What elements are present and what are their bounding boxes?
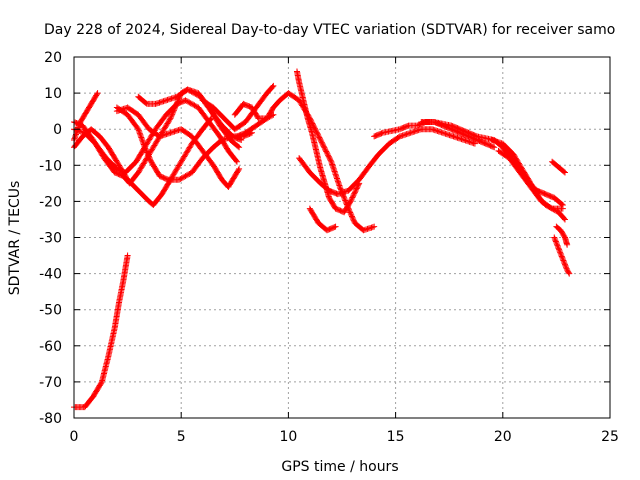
x-tick-label: 10: [279, 429, 297, 445]
series-marks: [233, 111, 277, 140]
y-tick-label: 20: [44, 50, 62, 66]
series-marks: [551, 234, 573, 277]
series-marks: [306, 205, 339, 234]
data-points: [71, 68, 573, 411]
x-tick-label: 15: [387, 429, 405, 445]
x-tick-label: 25: [601, 429, 619, 445]
series-arc-21: [553, 223, 571, 248]
series-marks: [495, 147, 566, 212]
series-marks: [549, 158, 568, 176]
x-axis-label: GPS time / hours: [281, 459, 398, 475]
chart-title: Day 228 of 2024, Sidereal Day-to-day VTE…: [44, 22, 615, 38]
series-marks: [553, 223, 571, 248]
x-tick-label: 0: [70, 429, 79, 445]
y-tick-label: -30: [39, 231, 62, 247]
series-arc-06: [113, 104, 245, 183]
y-tick-label: -80: [39, 411, 62, 427]
y-tick-label: -40: [39, 267, 62, 283]
y-tick-label: 0: [53, 122, 62, 138]
y-tick-label: 10: [44, 86, 62, 102]
series-arc-18: [495, 147, 566, 212]
axis-ticks: 0 5 10 15 20 25 -80 -70 -60 -50 -40 -30 -20 -10 0 10 20: [39, 50, 619, 445]
series-marks: [113, 104, 245, 183]
series-arc-13: [296, 126, 478, 198]
series-arc-11: [233, 111, 277, 140]
y-tick-label: -10: [39, 158, 62, 174]
x-tick-label: 5: [177, 429, 186, 445]
series-arc-19: [551, 234, 573, 277]
series-marks: [296, 126, 478, 198]
y-tick-label: -70: [39, 375, 62, 391]
y-tick-label: -60: [39, 339, 62, 355]
series-marks: [113, 104, 243, 190]
series-arc-20: [549, 158, 568, 176]
x-tick-label: 20: [494, 429, 512, 445]
y-axis-label: SDTVAR / TECUs: [7, 181, 23, 296]
y-tick-label: -20: [39, 194, 62, 210]
series-arc-14: [306, 205, 339, 234]
y-tick-label: -50: [39, 303, 62, 319]
series-arc-07: [113, 104, 243, 190]
